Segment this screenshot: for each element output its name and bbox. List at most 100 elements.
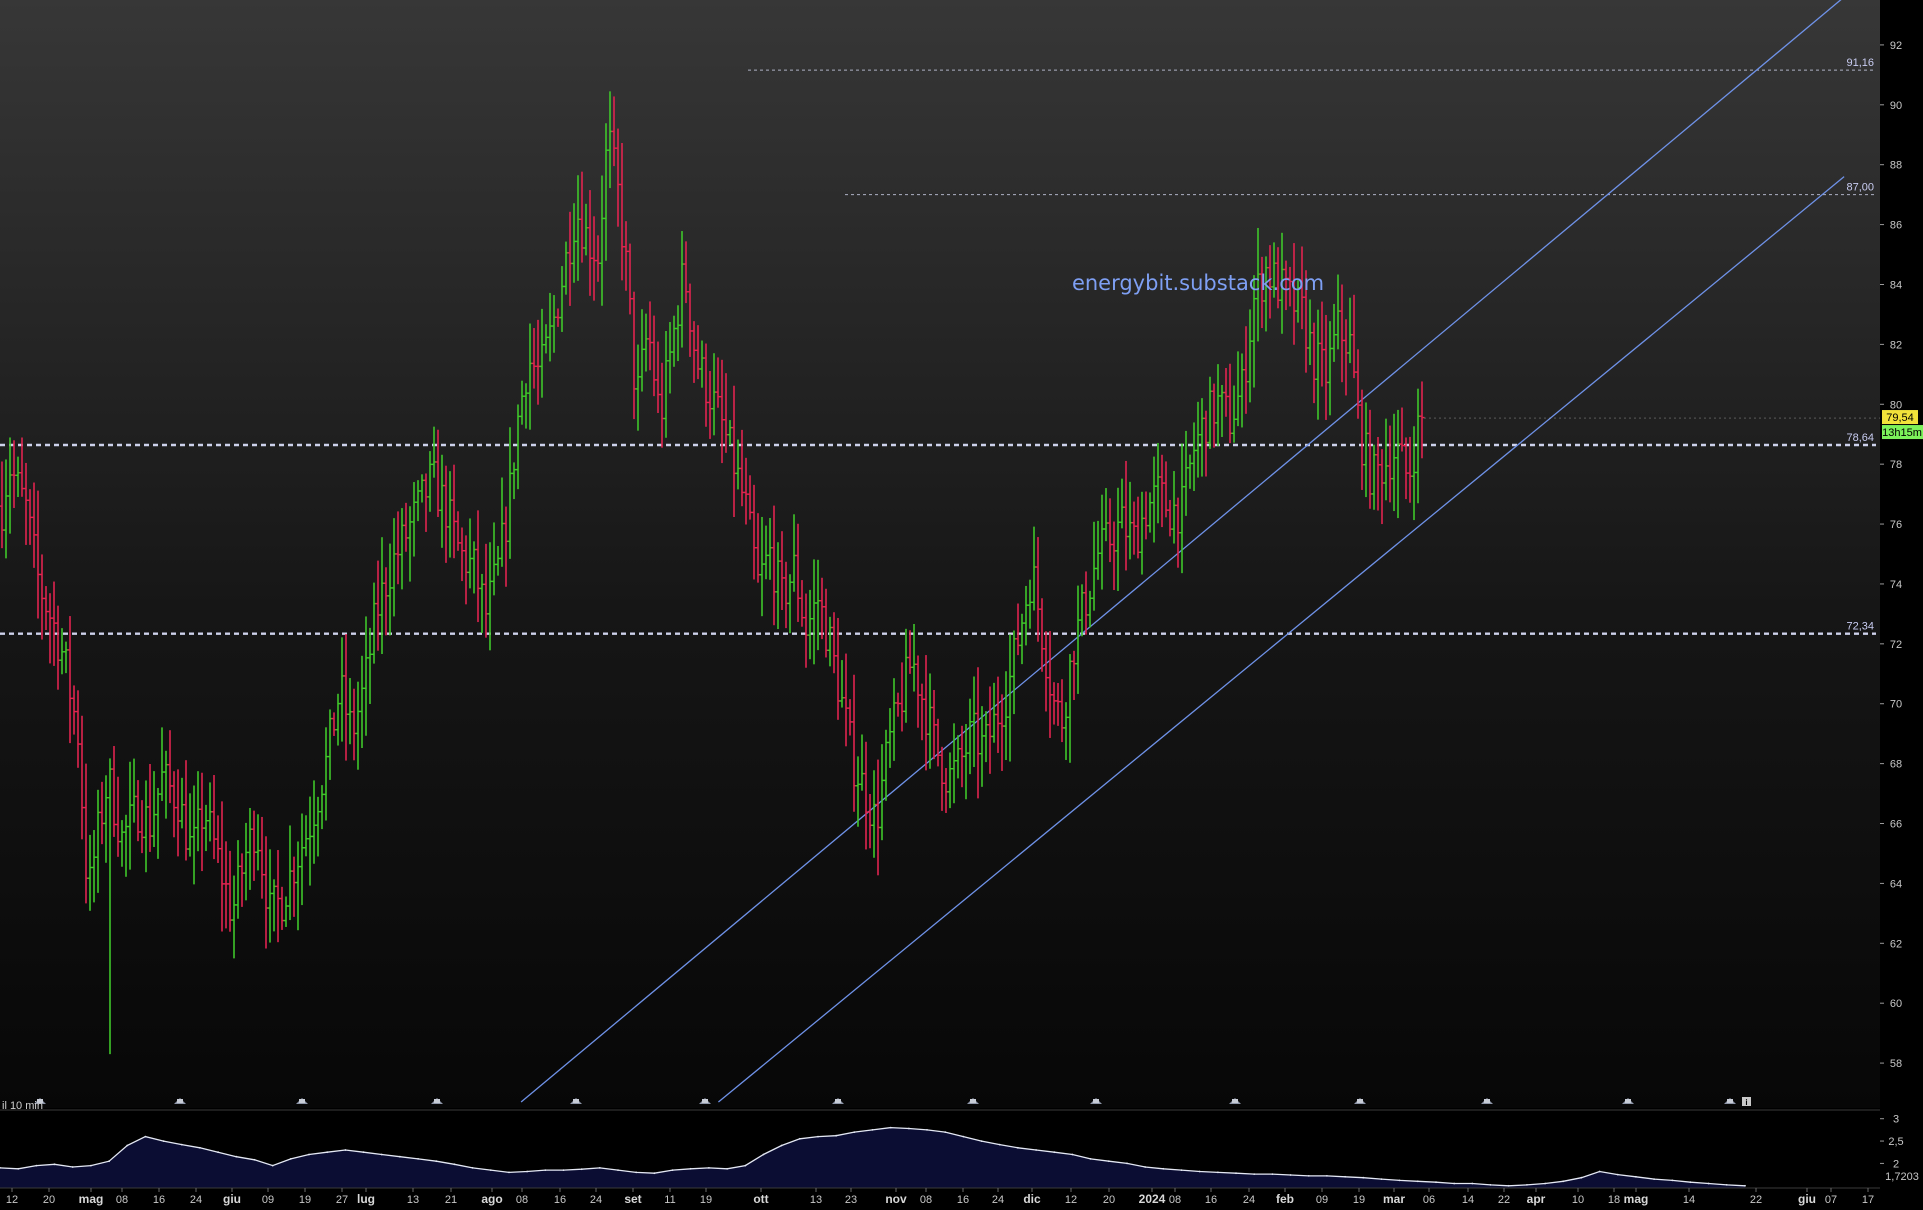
info-icon-glyph: i xyxy=(1745,1098,1747,1107)
time-tick-label: 16 xyxy=(153,1194,165,1206)
info-button[interactable]: i xyxy=(1742,1097,1751,1107)
indicator-point xyxy=(1489,1184,1492,1186)
event-marker[interactable] xyxy=(570,1098,582,1104)
price-tick-label: 68 xyxy=(1890,759,1902,771)
event-marker-body xyxy=(177,1099,183,1103)
time-tick-label: 22 xyxy=(1750,1194,1762,1206)
indicator-tick-label: 2 xyxy=(1893,1158,1899,1170)
indicator-axis[interactable]: 3 2,5 21,7203 xyxy=(1880,1114,1919,1183)
time-tick-label: 19 xyxy=(299,1194,311,1206)
indicator-point xyxy=(908,1127,910,1130)
time-tick-label: 16 xyxy=(957,1194,969,1206)
indicator-point xyxy=(1198,1170,1201,1173)
price-axis[interactable]: 92 90 88 86 84 82 80 78 76 74 72 70 68 66 64 62 60 58 79,5… xyxy=(1424,40,1923,1070)
event-marker-body xyxy=(702,1099,708,1103)
indicator-point xyxy=(671,1169,674,1171)
indicator-point xyxy=(35,1164,38,1167)
indicator-point xyxy=(962,1135,965,1138)
volatility-indicator-panel xyxy=(0,1126,1746,1188)
indicator-point xyxy=(817,1135,819,1138)
time-tick-label: 08 xyxy=(516,1194,528,1206)
event-marker[interactable] xyxy=(1622,1098,1634,1104)
event-marker[interactable] xyxy=(967,1098,979,1104)
event-marker[interactable] xyxy=(832,1098,844,1104)
event-marker-body xyxy=(573,1099,579,1103)
indicator-point xyxy=(1653,1178,1655,1180)
time-tick-label: 14 xyxy=(1462,1194,1474,1206)
indicator-tick-label: 2,5 xyxy=(1888,1136,1903,1148)
indicator-point xyxy=(944,1131,947,1133)
event-marker-body xyxy=(1232,1099,1238,1103)
indicator-point xyxy=(1289,1174,1292,1176)
event-marker[interactable] xyxy=(1354,1098,1366,1104)
time-tick-label: set xyxy=(624,1192,641,1206)
indicator-point xyxy=(1107,1160,1110,1163)
indicator-point xyxy=(762,1153,765,1156)
price-tick-label: 76 xyxy=(1890,519,1902,531)
time-tick-label: mag xyxy=(79,1192,104,1206)
indicator-point xyxy=(1144,1166,1147,1168)
event-marker[interactable] xyxy=(1090,1098,1102,1104)
indicator-point xyxy=(926,1129,928,1131)
time-tick-label: 19 xyxy=(1353,1194,1365,1206)
indicator-point xyxy=(580,1168,583,1171)
ohlc-bar xyxy=(1419,381,1425,459)
event-marker-body xyxy=(299,1099,305,1103)
event-marker[interactable] xyxy=(296,1098,308,1104)
indicator-point xyxy=(1307,1175,1310,1177)
indicator-point xyxy=(235,1155,238,1158)
indicator-point xyxy=(162,1140,165,1142)
indicator-point xyxy=(653,1172,656,1175)
level-label: 91,16 xyxy=(1846,57,1874,69)
indicator-point xyxy=(598,1167,601,1169)
time-tick-label: 24 xyxy=(1243,1194,1255,1206)
indicator-point xyxy=(1453,1182,1456,1185)
indicator-point xyxy=(835,1134,837,1137)
event-marker[interactable] xyxy=(174,1098,186,1104)
time-tick-label: 20 xyxy=(43,1194,55,1206)
time-tick-label: mar xyxy=(1383,1192,1405,1206)
indicator-point xyxy=(1071,1153,1074,1156)
time-tick-label: dic xyxy=(1023,1192,1041,1206)
event-marker[interactable] xyxy=(34,1098,46,1104)
time-tick-label: 19 xyxy=(700,1194,712,1206)
event-marker[interactable] xyxy=(1724,1098,1736,1104)
price-tick-label: 86 xyxy=(1890,220,1902,232)
indicator-point xyxy=(853,1131,856,1133)
time-tick-label: 12 xyxy=(6,1194,18,1206)
indicator-point xyxy=(1544,1182,1546,1185)
indicator-point xyxy=(635,1171,638,1174)
price-tick-label: 60 xyxy=(1890,998,1902,1010)
watermark-text: energybit.substack.com xyxy=(1072,271,1324,295)
indicator-area xyxy=(0,1127,1745,1188)
event-marker[interactable] xyxy=(431,1098,443,1104)
channel-line xyxy=(718,176,1845,1103)
indicator-point xyxy=(471,1167,474,1169)
event-marker[interactable] xyxy=(1481,1098,1493,1104)
time-tick-label: 12 xyxy=(1065,1194,1077,1206)
level-label: 87,00 xyxy=(1846,182,1874,194)
indicator-point xyxy=(217,1151,220,1154)
price-tick-label: 78 xyxy=(1890,459,1902,471)
event-marker[interactable] xyxy=(1229,1098,1241,1104)
indicator-point xyxy=(253,1158,256,1161)
indicator-point xyxy=(617,1169,619,1171)
ohlc-bars xyxy=(0,91,1425,1055)
event-marker[interactable] xyxy=(699,1098,711,1104)
price-tick-label: 90 xyxy=(1890,100,1902,112)
indicator-point xyxy=(362,1151,365,1154)
time-tick-label: 09 xyxy=(1316,1194,1328,1206)
time-tick-label: 17 xyxy=(1862,1194,1874,1206)
indicator-point xyxy=(1416,1180,1419,1183)
indicator-point xyxy=(1126,1162,1128,1165)
indicator-point xyxy=(180,1143,183,1146)
price-tick-label: 64 xyxy=(1890,878,1902,890)
indicator-point xyxy=(399,1155,401,1158)
price-tick-label: 62 xyxy=(1890,938,1902,950)
time-axis[interactable]: 12 20 mag 08 16 24 giu 09 19 27 lug 13 21 ago 08 16 24 se… xyxy=(0,1187,1880,1206)
indicator-point xyxy=(1598,1170,1601,1173)
indicator-point xyxy=(780,1144,783,1147)
bar-timer-label: 13h15m xyxy=(1882,427,1922,439)
price-panel-background xyxy=(0,0,1880,1108)
